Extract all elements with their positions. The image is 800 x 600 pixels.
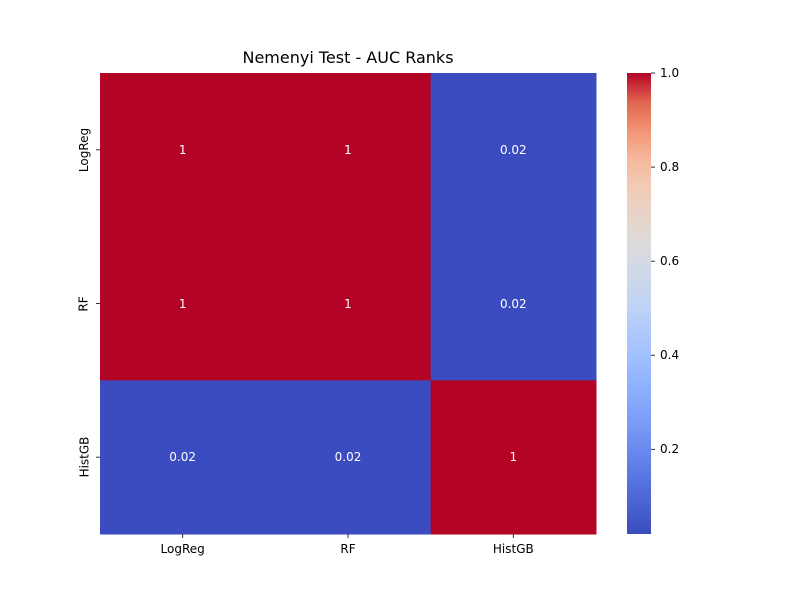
x-tick-label: HistGB [492,542,534,556]
colorbar-tick-label: 0.6 [660,254,680,269]
cell-value-label: 1 [344,142,352,157]
heatmap-cell-histgb-logreg [100,380,266,535]
cell-value-label: 1 [344,296,352,311]
axis-ticks [96,149,514,539]
heatmap-cell-rf-logreg [100,226,266,381]
heatmap-cell-logreg-rf [265,73,432,228]
heatmap-cell-logreg-logreg [100,73,266,228]
y-tick-label-text: LogReg [77,127,92,172]
cell-value-label: 1 [178,142,187,157]
cell-value-label: 1 [178,296,187,311]
y-tick-label-text: HistGB [77,436,92,478]
colorbar-tick-label: 0.8 [660,160,680,175]
heatmap-cell-logreg-histgb [430,73,597,228]
cell-value-label: 0.02 [499,296,527,311]
heatmap-cell-rf-rf [265,226,432,381]
x-tick-label: LogReg [160,542,205,556]
heatmap-cell-rf-histgb [430,226,597,381]
colorbar-tick-label: 0.2 [660,442,680,457]
y-tick-label: LogReg [74,110,94,190]
x-tick-label: RF [340,542,356,556]
colorbar-ticks [651,72,655,450]
heatmap-cell-histgb-rf [265,380,432,535]
heatmap-cell-histgb-histgb [430,380,597,535]
heatmap-cells [100,73,597,535]
cell-value-label: 0.02 [334,450,362,465]
y-tick-label: HistGB [74,417,94,497]
cell-value-label: 1 [509,450,518,465]
cell-value-label: 0.02 [499,142,527,157]
cell-value-label: 0.02 [169,450,197,465]
y-tick-label: RF [74,264,94,344]
y-tick-label-text: RF [77,295,91,312]
chart-title: Nemenyi Test - AUC Ranks [242,48,454,67]
colorbar [627,73,651,534]
colorbar-tick-label: 0.4 [660,348,680,363]
colorbar-tick-label: 1.0 [660,66,680,80]
